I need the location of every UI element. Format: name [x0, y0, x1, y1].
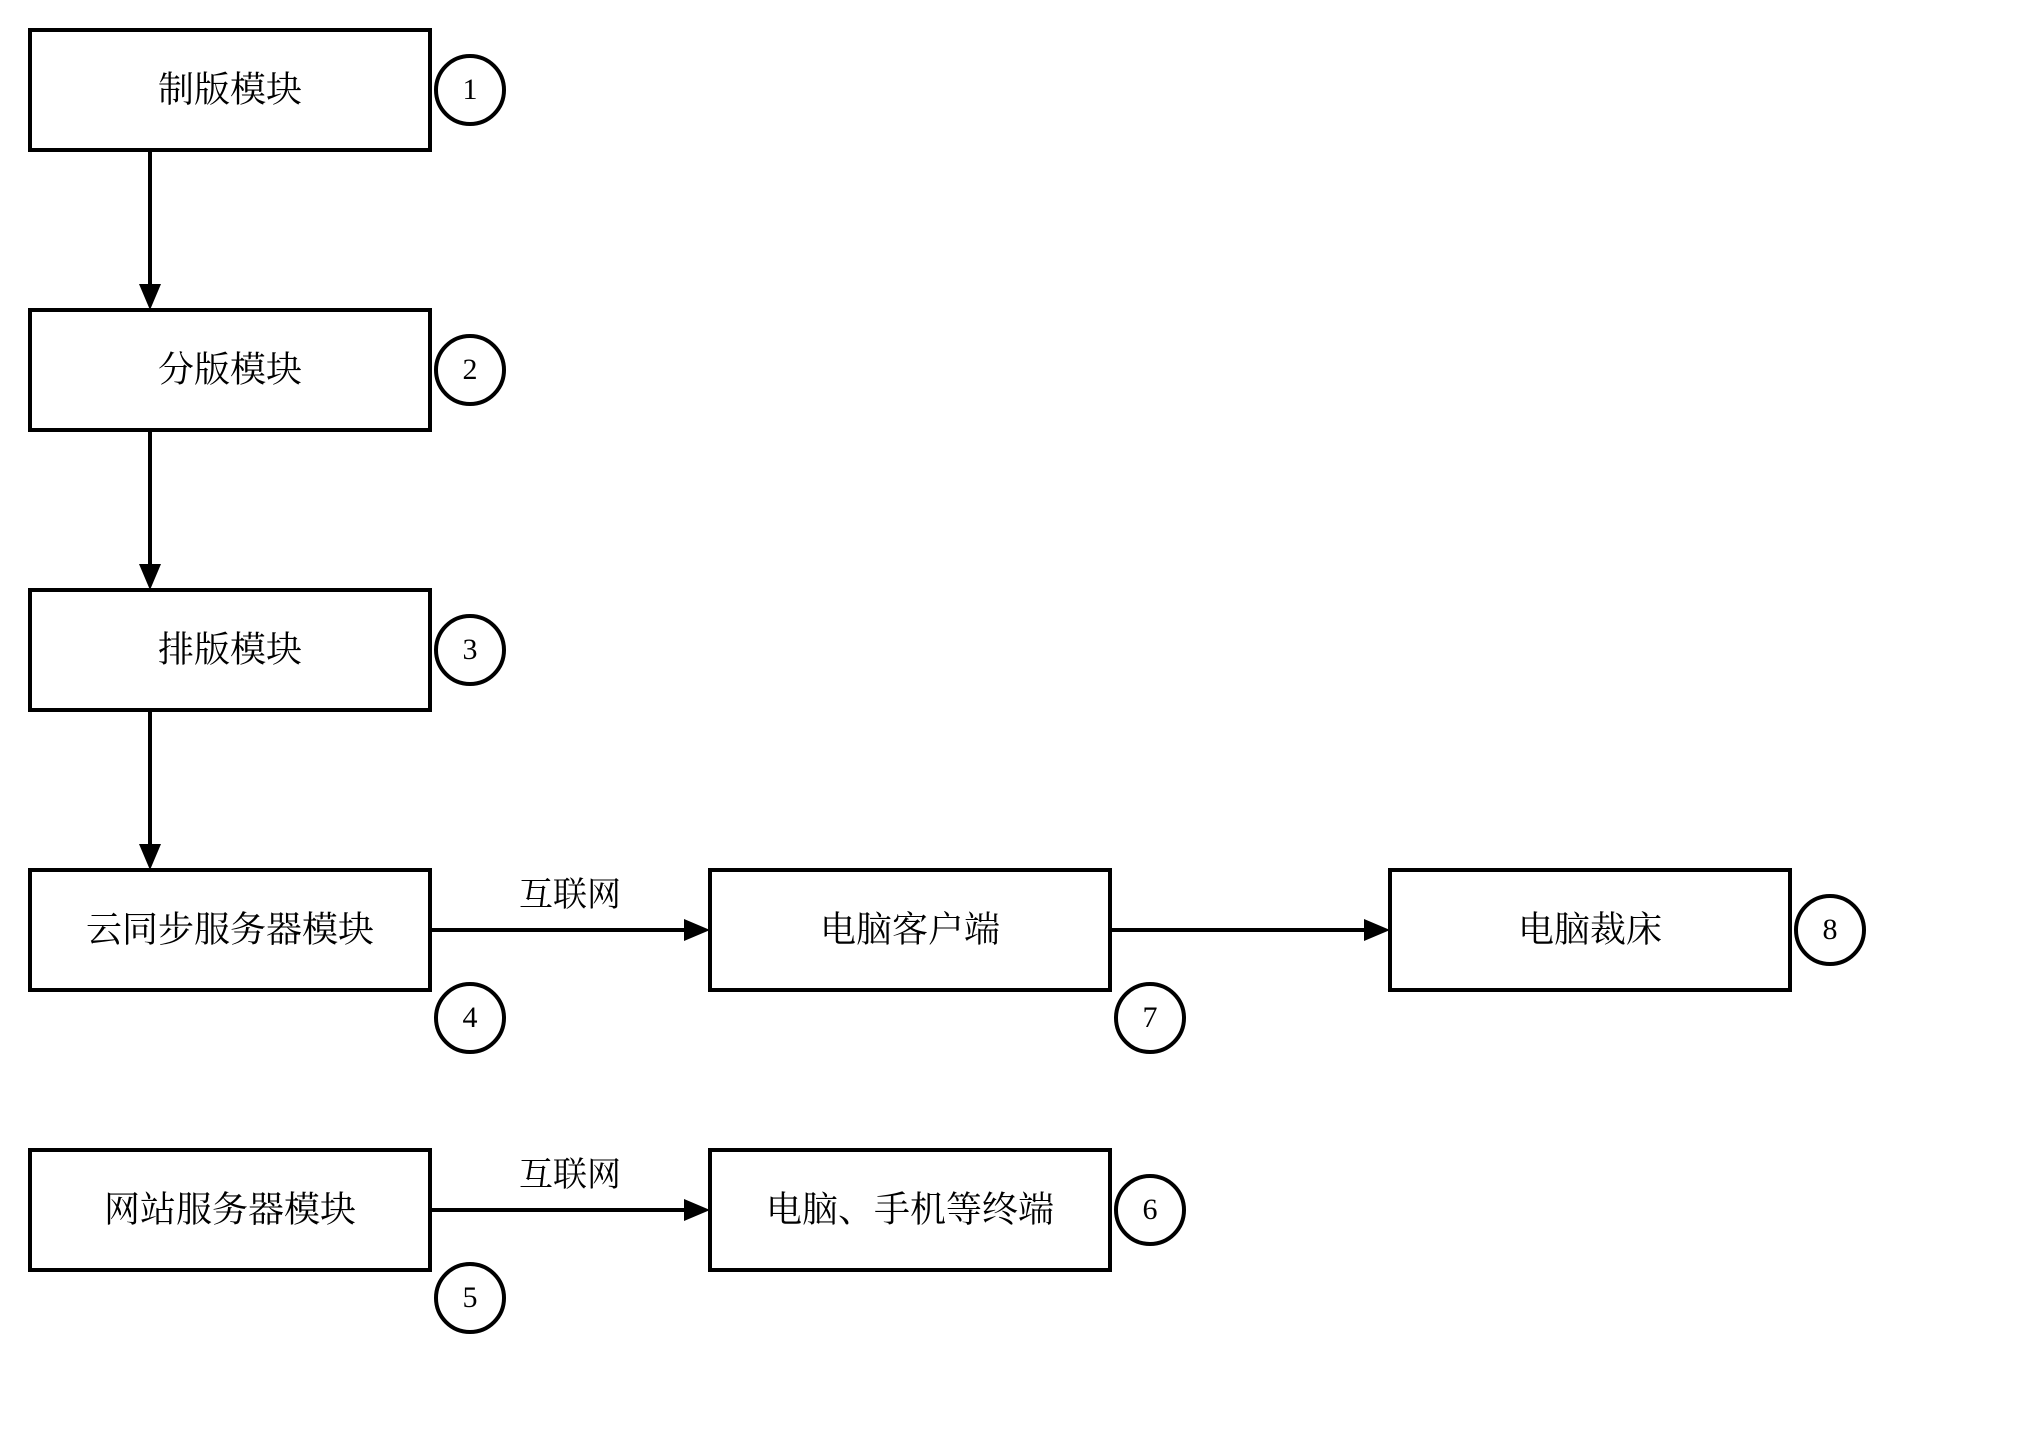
node-n2: 分版模块	[30, 310, 430, 430]
node-number-badge: 5	[436, 1264, 504, 1332]
node-n3: 排版模块	[30, 590, 430, 710]
node-number: 8	[1823, 913, 1838, 946]
node-number: 1	[463, 73, 478, 106]
node-label: 分版模块	[158, 341, 302, 392]
node-number: 5	[463, 1281, 478, 1314]
node-label: 排版模块	[158, 621, 302, 672]
node-number-badge: 6	[1116, 1176, 1184, 1244]
node-number-badge: 3	[436, 616, 504, 684]
node-number: 7	[1143, 1001, 1158, 1034]
node-label: 网站服务器模块	[104, 1181, 356, 1232]
node-n5: 网站服务器模块	[30, 1150, 430, 1270]
node-number: 2	[463, 353, 478, 386]
node-number-badge: 4	[436, 984, 504, 1052]
node-number-badge: 1	[436, 56, 504, 124]
node-label: 电脑、手机等终端	[766, 1181, 1054, 1232]
node-n4: 云同步服务器模块	[30, 870, 430, 990]
node-number-badge: 7	[1116, 984, 1184, 1052]
node-label: 电脑客户端	[820, 901, 1000, 952]
node-n8: 电脑裁床	[1390, 870, 1790, 990]
node-number: 3	[463, 633, 478, 666]
node-label: 电脑裁床	[1518, 901, 1662, 952]
node-n7: 电脑客户端	[710, 870, 1110, 990]
edge-label: 互联网	[519, 867, 621, 916]
edge-label: 互联网	[519, 1147, 621, 1196]
node-number: 4	[463, 1001, 478, 1034]
flowchart-root: 制版模块分版模块排版模块云同步服务器模块网站服务器模块 电脑、手机等终端电脑客户端…	[0, 0, 2039, 1435]
node-label: 云同步服务器模块	[86, 901, 374, 952]
node-number-badge: 2	[436, 336, 504, 404]
node-n1: 制版模块	[30, 30, 430, 150]
node-number: 6	[1143, 1193, 1158, 1226]
node-label: 制版模块	[158, 61, 302, 112]
node-n6: 电脑、手机等终端	[710, 1150, 1110, 1270]
node-number-badge: 8	[1796, 896, 1864, 964]
